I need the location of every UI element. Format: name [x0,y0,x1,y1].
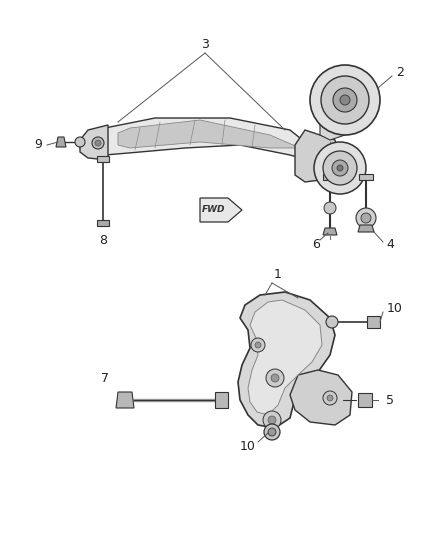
Circle shape [340,95,350,105]
Circle shape [323,151,357,185]
Polygon shape [358,225,374,232]
Circle shape [361,213,371,223]
Circle shape [356,208,376,228]
Circle shape [95,140,101,146]
Text: 1: 1 [274,269,282,281]
Text: 10: 10 [387,302,403,314]
Polygon shape [248,300,322,415]
Polygon shape [359,174,373,180]
Polygon shape [97,156,109,162]
Text: 2: 2 [396,66,404,78]
Text: 10: 10 [240,440,256,454]
Polygon shape [116,392,134,408]
Circle shape [268,416,276,424]
Polygon shape [200,198,242,222]
Polygon shape [238,292,335,428]
Text: 4: 4 [386,238,394,252]
Text: 5: 5 [386,393,394,407]
Polygon shape [80,118,315,162]
Circle shape [264,424,280,440]
Polygon shape [323,228,337,235]
Circle shape [310,65,380,135]
Polygon shape [295,130,340,182]
Circle shape [327,395,333,401]
Text: 7: 7 [101,372,109,384]
Circle shape [333,88,357,112]
Polygon shape [358,393,372,407]
Circle shape [332,160,348,176]
Polygon shape [56,137,66,147]
Text: 6: 6 [312,238,320,252]
Polygon shape [80,125,108,160]
Circle shape [326,316,338,328]
Polygon shape [320,108,345,140]
Circle shape [263,411,281,429]
Polygon shape [97,220,109,226]
Circle shape [266,369,284,387]
Circle shape [271,374,279,382]
Circle shape [323,391,337,405]
Circle shape [337,165,343,171]
Polygon shape [367,316,380,328]
Circle shape [255,342,261,348]
Text: FWD: FWD [202,206,226,214]
Polygon shape [215,392,228,408]
Circle shape [92,137,104,149]
Circle shape [314,142,366,194]
Circle shape [251,338,265,352]
Text: 8: 8 [99,233,107,246]
Circle shape [321,76,369,124]
Polygon shape [290,370,352,425]
Text: 3: 3 [201,38,209,52]
Polygon shape [118,120,300,148]
Circle shape [324,202,336,214]
Circle shape [268,428,276,436]
Polygon shape [323,174,337,180]
Text: 9: 9 [34,139,42,151]
Circle shape [75,137,85,147]
